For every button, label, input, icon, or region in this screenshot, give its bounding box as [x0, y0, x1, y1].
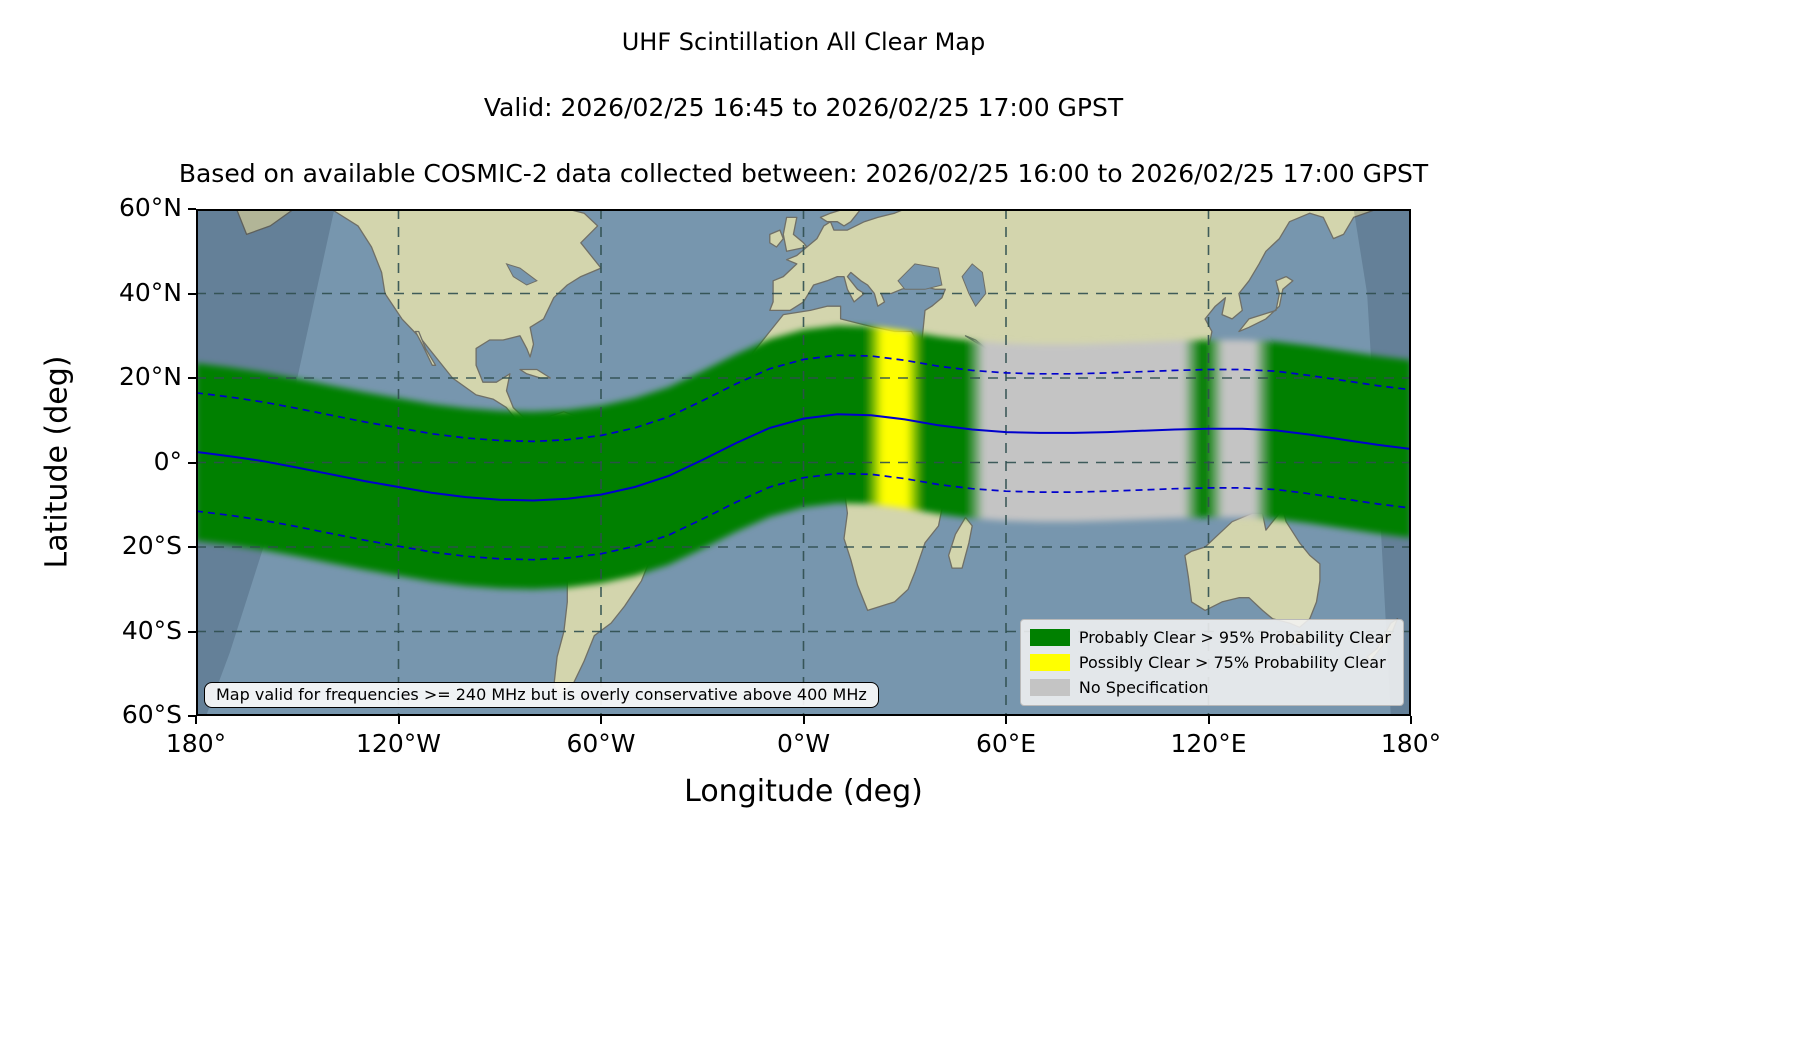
y-tick-label: 0° [153, 446, 182, 476]
x-tick-label: 120°E [1170, 729, 1247, 758]
x-tick-mark [195, 716, 197, 724]
y-tick-label: 20°N [118, 362, 182, 391]
legend-label: No Specification [1078, 678, 1209, 697]
x-tick-label: 60°E [975, 729, 1037, 758]
data-basis-subtitle: Based on available COSMIC-2 data collect… [178, 159, 1429, 188]
legend-label: Possibly Clear > 75% Probability Clear [1078, 653, 1386, 672]
x-tick-mark [802, 716, 805, 724]
legend-swatch [1029, 679, 1070, 696]
legend-swatch [1029, 654, 1070, 671]
legend-item: Possibly Clear > 75% Probability Clear [1029, 653, 1391, 672]
x-tick-label: 180° [1380, 729, 1442, 758]
valid-period-subtitle: Valid: 2026/02/25 16:45 to 2026/02/25 17… [483, 93, 1124, 122]
frequency-note: Map valid for frequencies >= 240 MHz but… [204, 682, 879, 708]
y-tick-mark [188, 377, 196, 379]
y-tick-label: 60°N [118, 193, 182, 222]
y-tick-label: 60°S [121, 700, 182, 729]
x-tick-label: 180° [165, 729, 227, 758]
legend-item: Probably Clear > 95% Probability Clear [1029, 628, 1391, 647]
x-tick-mark [397, 716, 400, 724]
legend-item: No Specification [1029, 678, 1391, 697]
map-plot: Probably Clear > 95% Probability Clear Po… [196, 209, 1411, 716]
y-tick-mark [188, 461, 196, 464]
y-tick-mark [188, 630, 196, 633]
legend-label: Probably Clear > 95% Probability Clear [1078, 628, 1391, 647]
y-tick-mark [188, 546, 196, 548]
x-axis-label: Longitude (deg) [684, 774, 923, 809]
x-tick-label: 120°W [356, 729, 441, 758]
x-tick-mark [1207, 716, 1210, 724]
y-tick-mark [188, 292, 196, 295]
y-tick-mark [188, 715, 196, 717]
chart-title: UHF Scintillation All Clear Map [621, 28, 986, 56]
legend: Probably Clear > 95% Probability Clear Po… [1019, 619, 1404, 706]
y-tick-label: 40°S [121, 615, 182, 645]
y-tick-label: 20°S [121, 531, 182, 560]
x-tick-label: 60°W [566, 729, 636, 758]
x-tick-mark [600, 716, 602, 724]
legend-swatch [1029, 629, 1070, 646]
x-tick-label: 0°W [776, 729, 831, 758]
x-tick-mark [1410, 716, 1412, 724]
world-map-canvas [196, 209, 1411, 716]
x-tick-mark [1005, 716, 1007, 724]
y-tick-label: 40°N [118, 277, 182, 307]
y-tick-mark [188, 208, 196, 210]
